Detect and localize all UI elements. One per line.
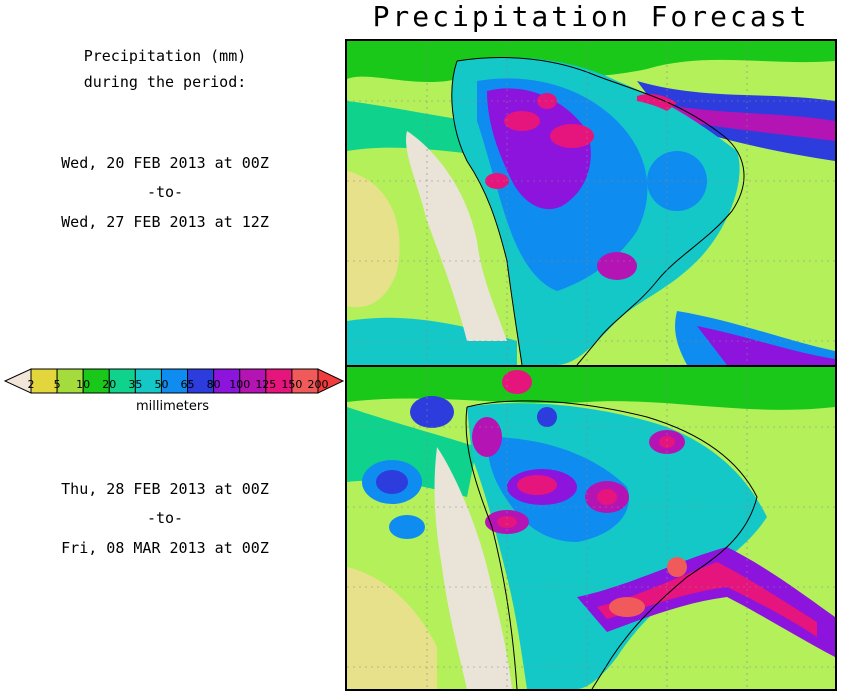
legend-tick-label: 200 [307,378,329,391]
period2-separator: -to- [146,509,184,527]
legend-tick-label: 50 [154,378,169,391]
legend-swatch [160,368,189,394]
legend-tick-label: 5 [53,378,61,391]
legend-tick-label: 10 [76,378,91,391]
legend-tick-label: 125 [255,378,277,391]
period2-end: Fri, 08 MAR 2013 at 00Z [61,539,269,557]
legend-tick-label: 65 [180,378,195,391]
legend-tick-label: 100 [229,378,251,391]
legend-swatch [82,368,110,394]
legend-units: millimeters [136,399,209,414]
period2-start: Thu, 28 FEB 2013 at 00Z [61,480,269,498]
legend-swatch [291,368,319,394]
period1-end: Wed, 27 FEB 2013 at 12Z [61,213,269,231]
legend-colorbar [3,368,345,394]
legend-tick-label: 20 [102,378,117,391]
intro-line-1: Precipitation (mm) [83,47,247,65]
legend-tick-label: 80 [206,378,221,391]
intro-line-2: during the period: [83,73,247,91]
map-panel-period2 [345,365,837,691]
legend-tick-label: 2 [27,378,35,391]
map-title: Precipitation Forecast [372,0,810,33]
legend-swatch [265,368,293,394]
legend-high-arrow [317,368,345,394]
legend-swatch [187,368,215,394]
legend-tick-label: 150 [281,378,303,391]
period1-separator: -to- [146,183,184,201]
legend-tick-label: 35 [128,378,143,391]
map-panel-period1 [345,39,837,367]
period1-start: Wed, 20 FEB 2013 at 00Z [61,154,269,172]
legend-swatch [108,368,136,394]
legend-swatch [239,368,267,394]
legend-swatch [213,368,241,394]
